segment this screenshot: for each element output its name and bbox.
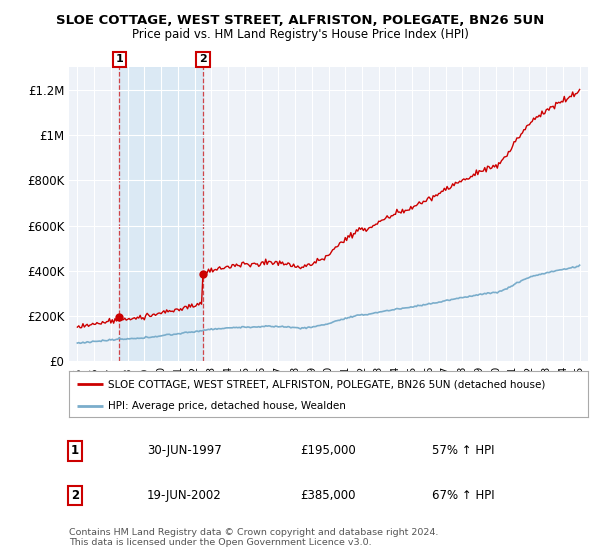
Text: 1: 1 [115, 54, 123, 64]
Text: Contains HM Land Registry data © Crown copyright and database right 2024.
This d: Contains HM Land Registry data © Crown c… [69, 528, 439, 547]
Text: 2: 2 [199, 54, 207, 64]
Text: HPI: Average price, detached house, Wealden: HPI: Average price, detached house, Weal… [108, 401, 346, 410]
Text: 1: 1 [71, 444, 79, 458]
Text: Price paid vs. HM Land Registry's House Price Index (HPI): Price paid vs. HM Land Registry's House … [131, 28, 469, 41]
Text: 2: 2 [71, 489, 79, 502]
Bar [119, 67, 203, 361]
Text: 30-JUN-1997: 30-JUN-1997 [147, 444, 222, 458]
Text: 57% ↑ HPI: 57% ↑ HPI [432, 444, 494, 458]
Text: SLOE COTTAGE, WEST STREET, ALFRISTON, POLEGATE, BN26 5UN (detached house): SLOE COTTAGE, WEST STREET, ALFRISTON, PO… [108, 379, 545, 389]
Text: 19-JUN-2002: 19-JUN-2002 [147, 489, 222, 502]
Text: 67% ↑ HPI: 67% ↑ HPI [432, 489, 494, 502]
Text: £385,000: £385,000 [300, 489, 355, 502]
Text: SLOE COTTAGE, WEST STREET, ALFRISTON, POLEGATE, BN26 5UN: SLOE COTTAGE, WEST STREET, ALFRISTON, PO… [56, 14, 544, 27]
Text: £195,000: £195,000 [300, 444, 356, 458]
